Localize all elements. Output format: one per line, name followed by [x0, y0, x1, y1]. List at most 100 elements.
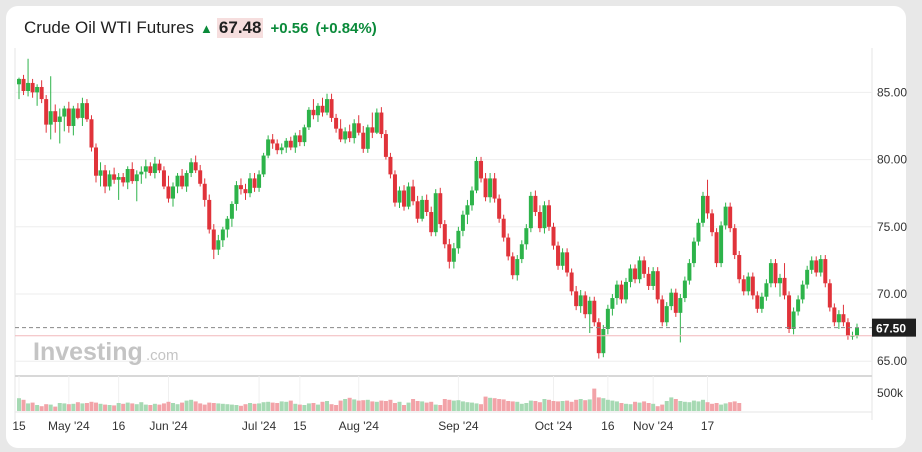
volume-bar: [325, 401, 330, 411]
volume-bar: [392, 403, 397, 411]
volume-bar: [66, 404, 71, 411]
candle: [768, 259, 773, 288]
instrument-header: Crude Oil WTI Futures ▲ 67.48 +0.56 (+0.…: [24, 17, 377, 39]
volume-bar: [84, 403, 89, 411]
candle: [229, 201, 234, 227]
candle-body: [388, 156, 393, 175]
candle: [103, 164, 108, 194]
candle-body: [456, 230, 461, 249]
candle: [30, 78, 35, 98]
candle: [121, 173, 126, 187]
volume-bar: [673, 399, 678, 411]
candle: [542, 201, 547, 234]
candle: [556, 241, 561, 270]
candle: [62, 105, 67, 132]
candle-body: [515, 259, 520, 276]
candle-body: [578, 295, 583, 307]
candle: [134, 170, 139, 202]
volume-bar: [415, 401, 420, 411]
volume-bar: [103, 404, 108, 411]
candle-body: [297, 135, 302, 143]
volume-bar: [238, 405, 243, 411]
candle: [673, 288, 678, 317]
volume-bar: [651, 403, 656, 411]
candle: [537, 205, 542, 233]
time-tick-label: Oct '24: [535, 419, 573, 433]
price-axis: 85.00 80.00 75.00 70.00 65.00 500k: [877, 85, 907, 400]
candle-body: [216, 240, 221, 250]
volume-bar: [569, 401, 574, 411]
volume-bar: [460, 401, 465, 411]
volume-bar: [207, 402, 212, 411]
candle: [687, 259, 692, 285]
volume-bar: [107, 405, 112, 411]
candle-body: [556, 245, 561, 266]
volume-bar: [361, 400, 366, 411]
candle-body: [841, 314, 846, 323]
candle-body: [171, 186, 176, 199]
volume-bar: [21, 399, 26, 411]
instrument-title[interactable]: Crude Oil WTI Futures: [24, 18, 195, 37]
volume-bar: [483, 396, 488, 411]
volume-bar: [696, 401, 701, 411]
volume-bar: [48, 404, 53, 411]
candle-body: [787, 295, 792, 329]
candle: [728, 202, 733, 233]
candle: [365, 124, 370, 153]
volume-bar: [678, 401, 683, 411]
candle-body: [392, 174, 397, 203]
candle-body: [469, 190, 474, 206]
candle: [469, 186, 474, 211]
candle: [175, 173, 180, 194]
candle-body: [560, 252, 565, 266]
candle: [148, 162, 153, 176]
volume-bar: [601, 398, 606, 411]
candle-body: [152, 163, 157, 174]
candle: [379, 107, 384, 139]
candle: [402, 185, 407, 211]
volume-bar: [723, 403, 728, 411]
volume-bar: [216, 403, 221, 411]
volume-bar: [44, 404, 49, 411]
volume-bar: [524, 403, 529, 411]
candle-body: [365, 127, 370, 149]
candle: [288, 136, 293, 151]
candle-body: [732, 228, 737, 256]
candle: [682, 276, 687, 303]
volume-bar: [700, 399, 705, 411]
candle: [750, 272, 755, 300]
candle: [234, 181, 239, 211]
volume-bar: [116, 403, 121, 411]
candle-body: [696, 222, 701, 242]
candle: [655, 267, 660, 304]
candle-body: [737, 255, 742, 280]
candle: [143, 159, 148, 179]
volume-bar: [456, 400, 461, 411]
volume-bar: [139, 402, 144, 411]
volume-bar: [637, 402, 642, 411]
candle: [112, 167, 117, 184]
candle: [623, 277, 628, 304]
volume-bar: [515, 401, 520, 411]
candle-body: [488, 178, 493, 198]
candle-body: [682, 280, 687, 299]
candle: [207, 194, 212, 234]
candle: [827, 279, 832, 312]
volume-bar: [374, 401, 379, 411]
candle: [420, 195, 425, 222]
candle-body: [836, 314, 841, 323]
volume-bar: [596, 397, 601, 411]
candle: [48, 76, 53, 140]
candle: [791, 307, 796, 335]
volume-bar: [488, 397, 493, 411]
time-tick-label: Jul '24: [242, 419, 277, 433]
volume-bar: [719, 404, 724, 411]
candle: [483, 173, 488, 202]
volume-bar: [587, 399, 592, 411]
candle: [501, 214, 506, 242]
candle: [238, 178, 243, 195]
candle-body: [823, 259, 828, 284]
volume-bar: [737, 403, 742, 411]
candle-body: [356, 123, 361, 133]
